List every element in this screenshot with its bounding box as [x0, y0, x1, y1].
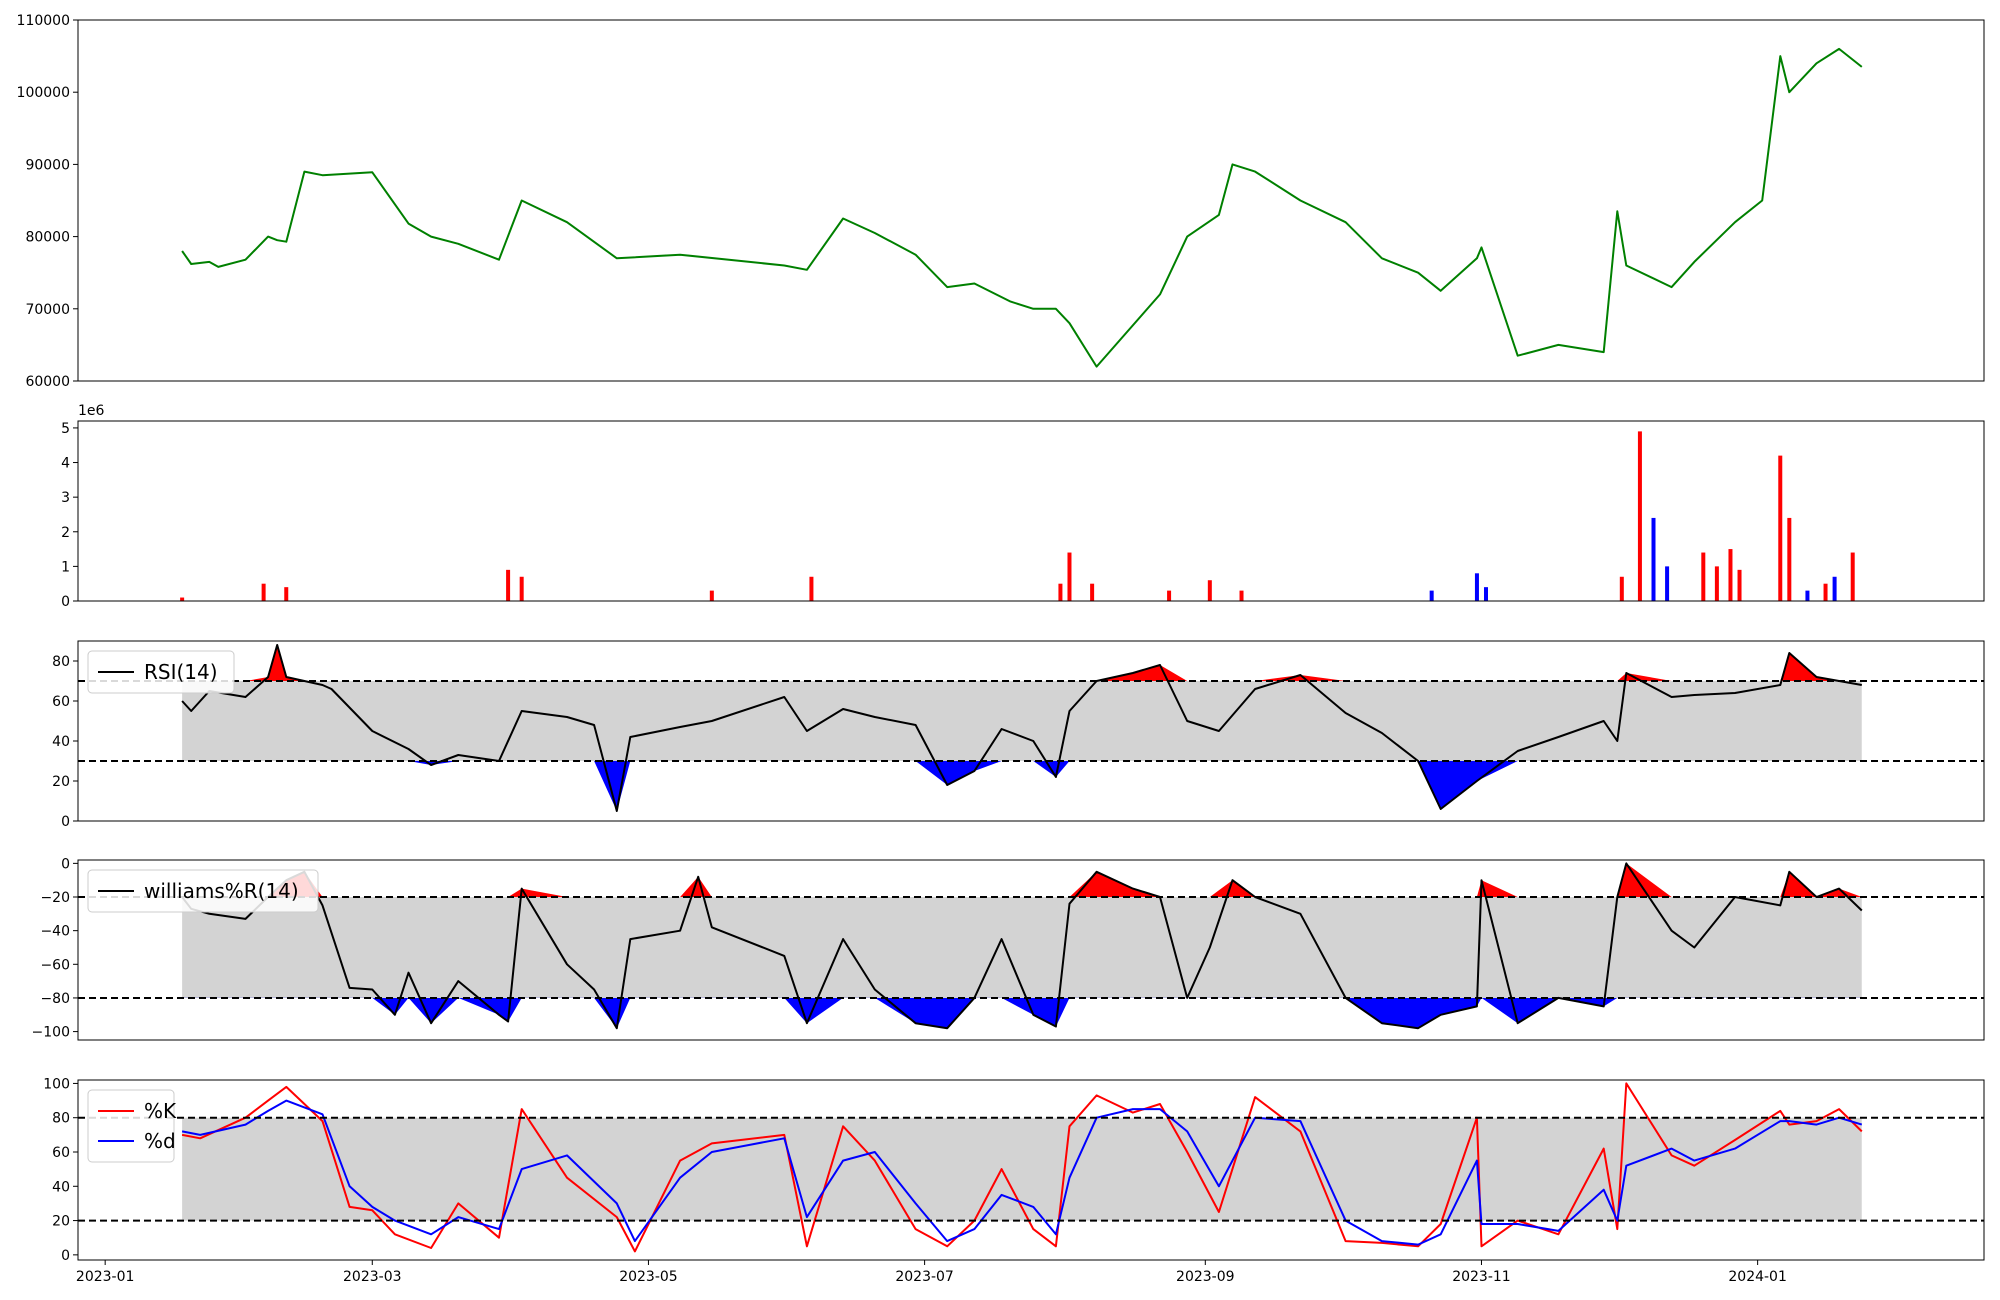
volume-bar	[261, 583, 266, 601]
volume-bar	[1737, 569, 1742, 601]
volume-bar	[1429, 590, 1434, 601]
volume-bar	[1239, 590, 1244, 601]
volume-bar	[1067, 552, 1072, 601]
volume-bar	[1832, 576, 1837, 601]
volume-bar	[1637, 431, 1642, 601]
rsi-panel: 0 20 40 60 80 RSI(14)	[52, 640, 1985, 830]
stochastic-panel: 0 20 40 60 80 100 %K %d 2023-01 2023-03 2023-05 202…	[43, 1076, 1985, 1285]
volume-bar	[180, 597, 185, 601]
xtick-label: 2024-01	[1728, 1269, 1787, 1285]
volume-bar	[1701, 552, 1706, 601]
volume-bar	[506, 569, 511, 601]
rsi-ytick-label: 0	[61, 814, 70, 830]
price-ytick-label: 110000	[17, 13, 70, 29]
xtick-label: 2023-01	[76, 1269, 135, 1285]
xtick-label: 2023-09	[1176, 1269, 1235, 1285]
rsi-ytick-label: 60	[52, 694, 70, 710]
williams-band-fill	[182, 897, 1862, 998]
volume-bar	[519, 576, 524, 601]
williams-ytick-label: −80	[40, 991, 70, 1007]
stochastic-k-line	[181, 1082, 1863, 1253]
williams-axes-frame	[77, 859, 1985, 1041]
xtick-label: 2023-11	[1452, 1269, 1511, 1285]
price-ytick-label: 100000	[17, 85, 70, 101]
rsi-line	[181, 644, 1862, 812]
panels: 600007000080000900001000001100000123451e…	[17, 13, 1985, 1285]
williams-line	[181, 862, 1863, 1030]
stochastic-ytick-label: 60	[52, 1145, 70, 1161]
volume-ytick-label: 1	[61, 559, 70, 575]
stochastic-ytick-label: 40	[52, 1179, 70, 1195]
stochastic-legend	[87, 1089, 175, 1163]
price-ytick-label: 60000	[25, 374, 70, 390]
volume-bar	[1483, 587, 1488, 601]
volume-panel: 0 1 2 3 4 5 1e6	[61, 403, 1985, 610]
williams-legend-label: williams%R(14)	[144, 879, 299, 903]
williams-ytick-label: −20	[40, 890, 70, 906]
williams-ytick-label: −100	[32, 1025, 70, 1041]
volume-bar	[1207, 580, 1212, 601]
stochastic-ytick-label: 20	[52, 1214, 70, 1230]
xtick-label: 2023-07	[895, 1269, 954, 1285]
volume-axes-frame	[77, 420, 1985, 602]
price-ytick-label: 90000	[25, 157, 70, 173]
stochastic-axes-frame	[77, 1079, 1985, 1261]
volume-bar	[1778, 455, 1783, 601]
williams-oversold-fill	[182, 997, 1862, 1029]
price-axes-frame	[77, 19, 1985, 382]
williams-panel: −100 −80 −60 −40 −20 0 williams%R(14)	[32, 856, 1985, 1041]
rsi-band-fill	[182, 681, 1862, 761]
price-panel: 60000 70000 80000 90000 100000 110000	[17, 13, 1985, 390]
volume-bar	[284, 587, 289, 601]
williams-ytick-label: 0	[61, 856, 70, 872]
volume-bar	[1058, 583, 1063, 601]
stochastic-ytick-label: 0	[61, 1248, 70, 1264]
volume-bar	[1167, 590, 1172, 601]
volume-bar	[1474, 573, 1479, 601]
rsi-ytick-label: 20	[52, 774, 70, 790]
volume-bar	[809, 576, 814, 601]
volume-bar	[1665, 566, 1670, 601]
volume-ytick-label: 3	[61, 490, 70, 506]
volume-scale-label: 1e6	[78, 403, 105, 419]
volume-bar	[1850, 552, 1855, 601]
xtick-label: 2023-03	[343, 1269, 402, 1285]
price-line	[181, 47, 1863, 368]
xtick-label: 2023-05	[619, 1269, 678, 1285]
stochastic-d-line	[181, 1099, 1863, 1246]
williams-ytick-label: −60	[40, 957, 70, 973]
volume-bar	[1714, 566, 1719, 601]
stochastic-legend-label: %d	[144, 1129, 176, 1153]
volume-bar	[709, 590, 714, 601]
stochastic-ytick-label: 100	[43, 1076, 70, 1092]
volume-ytick-label: 4	[61, 456, 70, 472]
rsi-ytick-label: 40	[52, 734, 70, 750]
price-ytick-label: 70000	[25, 302, 70, 318]
williams-ytick-label: −40	[40, 924, 70, 940]
volume-ytick-label: 0	[61, 594, 70, 610]
rsi-axes-frame	[77, 640, 1985, 822]
rsi-legend	[87, 650, 235, 694]
volume-ytick-label: 2	[61, 525, 70, 541]
price-ytick-label: 80000	[25, 230, 70, 246]
volume-bar	[1619, 576, 1624, 601]
volume-bar	[1787, 517, 1792, 601]
volume-bar	[1823, 583, 1828, 601]
rsi-legend-label: RSI(14)	[144, 660, 218, 684]
rsi-ytick-label: 80	[52, 654, 70, 670]
rsi-oversold-fill	[182, 761, 1862, 811]
volume-bar	[1651, 517, 1656, 601]
volume-bar	[1805, 590, 1810, 601]
volume-bar	[1090, 583, 1095, 601]
volume-ytick-label: 5	[61, 421, 70, 437]
stochastic-ytick-label: 80	[52, 1111, 70, 1127]
volume-bar	[1728, 549, 1733, 601]
williams-legend	[87, 869, 319, 913]
stochastic-legend-label: %K	[144, 1099, 177, 1123]
